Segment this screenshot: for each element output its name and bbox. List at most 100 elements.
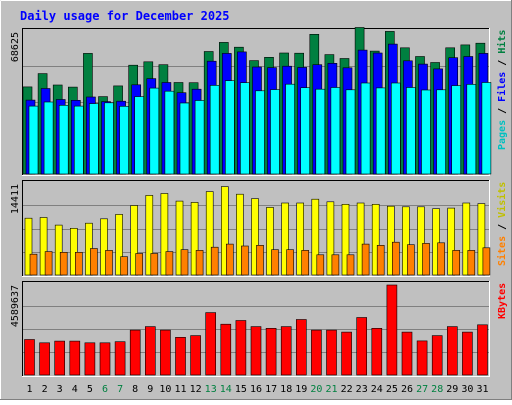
bar-kbytes-day-18: [280, 326, 292, 376]
x-tick-label-day-25: 25: [386, 384, 398, 395]
bar-sites-day-28: [437, 242, 445, 276]
bar-pages-day-19: [300, 87, 311, 175]
bar-kbytes-day-30: [462, 331, 473, 376]
bar-sites-day-9: [150, 253, 159, 276]
bar-sites-day-6: [105, 250, 113, 276]
bar-kbytes-day-11: [175, 336, 186, 376]
x-tick-label-day-16: 16: [250, 384, 262, 395]
bar-visits-day-3: [54, 224, 63, 276]
bar-visits-day-19: [296, 202, 305, 276]
bar-kbytes-day-2: [39, 342, 50, 376]
panel-kbytes-series-legend: KBytes: [497, 283, 508, 319]
bar-pages-day-3: [58, 105, 69, 175]
series-kbytes: [24, 284, 488, 376]
bar-visits-day-26: [402, 206, 410, 276]
bar-sites-day-11: [180, 249, 189, 276]
legend-separator: /: [497, 218, 508, 236]
bar-sites-day-25: [391, 241, 400, 276]
panel-hits-y-max-label: 68625: [10, 32, 21, 62]
x-tick-label-day-9: 9: [147, 384, 153, 395]
legend-files: Files: [496, 72, 508, 102]
bar-pages-day-4: [74, 105, 84, 175]
panel-visits-series-legend: Sites / Visits: [496, 182, 508, 266]
bar-sites-day-8: [135, 253, 143, 276]
bar-kbytes-day-25: [386, 284, 398, 376]
bar-sites-day-31: [482, 247, 491, 276]
x-tick-label-day-14: 14: [220, 384, 232, 395]
panel-hits-series-legend: Pages / Files / Hits: [496, 30, 508, 150]
bar-kbytes-day-15: [235, 320, 247, 376]
bar-kbytes-day-16: [250, 326, 262, 376]
x-tick-label-day-2: 2: [42, 384, 48, 395]
bar-sites-day-27: [422, 243, 430, 276]
bar-pages-day-5: [89, 103, 99, 175]
bar-kbytes-day-31: [477, 324, 488, 376]
bar-visits-day-14: [221, 186, 229, 276]
bar-pages-day-23: [360, 82, 371, 175]
bar-visits-day-15: [236, 193, 244, 276]
bar-pages-day-15: [240, 82, 250, 175]
bar-sites-day-22: [346, 254, 355, 276]
bar-sites-day-7: [120, 256, 128, 276]
bar-kbytes-day-17: [265, 327, 277, 376]
x-tick-label-day-11: 11: [174, 384, 186, 395]
legend-separator: /: [497, 54, 508, 72]
x-axis: 1 2 3 4 5 6 7 8 9 10 11 12 13 14 15 16 17 18 19 20 21 22 23 24 2…: [26, 384, 488, 395]
bar-pages-day-9: [149, 87, 160, 175]
x-tick-label-day-19: 19: [295, 384, 307, 395]
x-tick-label-day-1: 1: [26, 384, 32, 395]
series-visits: [24, 186, 486, 276]
bar-sites-day-30: [467, 250, 476, 276]
bar-pages-day-1: [28, 105, 39, 175]
bar-sites-day-16: [256, 245, 264, 276]
legend-separator: /: [497, 102, 508, 120]
bar-pages-day-12: [194, 100, 205, 175]
bar-pages-day-26: [406, 87, 416, 175]
bar-visits-day-24: [371, 204, 380, 276]
x-tick-label-day-22: 22: [341, 384, 353, 395]
bar-visits-day-30: [462, 202, 471, 276]
series-pages: [28, 80, 492, 175]
bar-kbytes-day-10: [160, 329, 171, 376]
x-tick-label-day-5: 5: [87, 384, 93, 395]
x-tick-label-day-8: 8: [132, 384, 138, 395]
x-tick-label-day-27: 27: [416, 384, 428, 395]
bar-pages-day-27: [421, 89, 431, 175]
bar-pages-day-29: [451, 85, 462, 175]
bar-pages-day-22: [345, 89, 356, 175]
series-sites: [29, 241, 491, 276]
bar-kbytes-day-9: [145, 326, 156, 376]
bar-pages-day-24: [375, 87, 386, 175]
panel-kbytes: 4589637 KBytes: [10, 281, 508, 377]
bar-visits-day-11: [175, 200, 184, 276]
bar-sites-day-21: [331, 254, 340, 276]
panel-hits: 68625 Pages / Files / Hits: [10, 27, 508, 176]
x-tick-label-day-20: 20: [310, 384, 322, 395]
x-tick-label-day-18: 18: [280, 384, 292, 395]
x-tick-label-day-26: 26: [401, 384, 413, 395]
bar-visits-day-4: [70, 228, 78, 276]
bar-kbytes-day-28: [431, 335, 443, 376]
bar-pages-day-30: [466, 84, 477, 175]
legend-sites: Sites: [496, 236, 508, 266]
bar-sites-day-20: [316, 254, 325, 276]
bar-pages-day-11: [179, 102, 190, 175]
bar-pages-day-7: [119, 106, 129, 175]
bar-visits-day-12: [190, 202, 199, 276]
bar-kbytes-day-3: [54, 340, 66, 376]
bar-pages-day-17: [270, 89, 280, 175]
bar-sites-day-1: [29, 253, 38, 276]
bar-pages-day-2: [43, 101, 54, 175]
x-tick-label-day-31: 31: [476, 384, 488, 395]
bar-visits-day-28: [432, 208, 440, 276]
bar-visits-day-20: [311, 198, 320, 276]
x-tick-label-day-13: 13: [205, 384, 217, 395]
x-tick-label-day-3: 3: [57, 384, 63, 395]
panel-visits: 14411 Sites / Visits: [10, 180, 508, 277]
legend-visits: Visits: [496, 182, 508, 218]
bar-kbytes-day-24: [371, 327, 383, 376]
bar-pages-day-6: [104, 102, 114, 175]
bar-visits-day-18: [281, 202, 289, 276]
